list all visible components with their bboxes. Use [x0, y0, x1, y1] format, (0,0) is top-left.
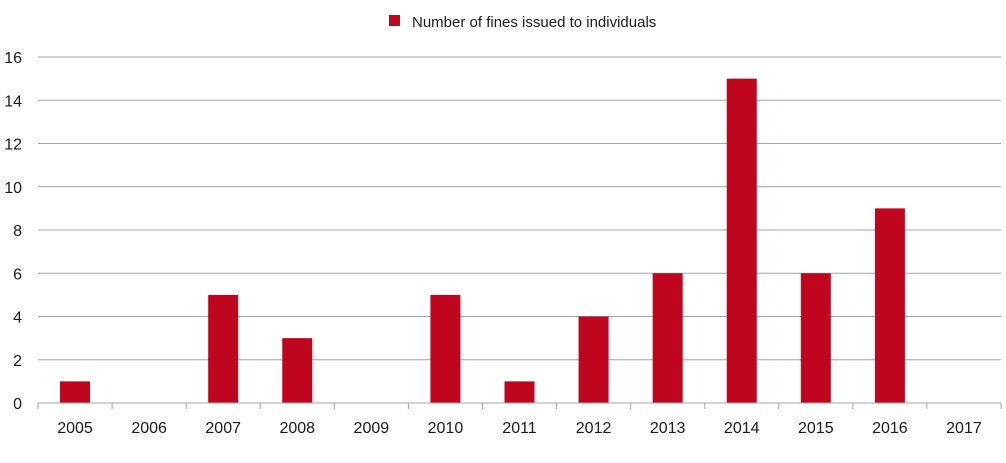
x-tick-label: 2014 — [724, 420, 760, 437]
x-tick-label: 2007 — [205, 420, 241, 437]
bar-2008 — [282, 338, 313, 403]
legend-label: Number of fines issued to individuals — [412, 14, 656, 31]
x-tick-label: 2008 — [279, 420, 315, 437]
y-tick-label: 14 — [4, 93, 22, 110]
bar-2016 — [874, 208, 905, 403]
y-tick-label: 6 — [13, 266, 22, 283]
x-tick-label: 2011 — [502, 420, 537, 437]
bar-2007 — [208, 294, 239, 403]
x-tick-label: 2005 — [57, 420, 93, 437]
x-tick-label: 2017 — [946, 420, 982, 437]
y-tick-label: 12 — [4, 137, 22, 154]
y-tick-label: 10 — [4, 180, 22, 197]
x-tick-label: 2012 — [576, 420, 612, 437]
bar-series — [60, 78, 905, 403]
y-tick-label: 4 — [13, 310, 22, 327]
legend-swatch — [389, 15, 400, 26]
y-tick-label: 8 — [13, 223, 22, 240]
chart-legend: Number of fines issued to individuals — [389, 14, 656, 31]
bar-2005 — [60, 381, 91, 403]
x-axis-tick-labels: 2005 2006 2007 2008 2009 2010 2011 2012 2013 2014… — [57, 420, 982, 437]
x-tick-label: 2009 — [354, 420, 390, 437]
x-tick-label: 2015 — [798, 420, 834, 437]
y-tick-label: 16 — [4, 50, 22, 67]
y-tick-label: 2 — [13, 353, 22, 370]
bar-2011 — [504, 381, 535, 403]
x-tick-label: 2016 — [872, 420, 908, 437]
bar-2014 — [726, 78, 757, 403]
x-tick-label: 2010 — [428, 420, 464, 437]
bar-2010 — [430, 294, 461, 403]
y-tick-label: 0 — [13, 396, 22, 413]
x-tick-label: 2006 — [131, 420, 167, 437]
bar-2013 — [652, 273, 683, 403]
bar-2015 — [800, 273, 831, 403]
x-axis — [37, 402, 1002, 409]
x-tick-label: 2013 — [650, 420, 686, 437]
y-gridlines — [38, 56, 1001, 404]
y-axis-tick-labels: 0 2 4 6 8 10 12 14 16 — [4, 50, 22, 413]
bar-2012 — [578, 316, 609, 403]
